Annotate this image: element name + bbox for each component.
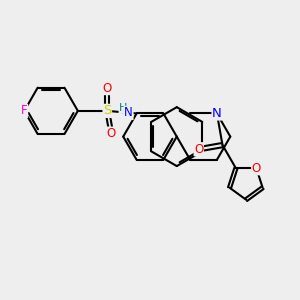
Text: O: O xyxy=(252,162,261,175)
Text: N: N xyxy=(212,107,222,120)
Text: O: O xyxy=(103,82,112,94)
Text: N: N xyxy=(124,106,133,119)
Text: O: O xyxy=(107,127,116,140)
Text: O: O xyxy=(194,143,203,156)
Text: F: F xyxy=(21,104,28,117)
Text: S: S xyxy=(103,104,112,117)
Text: H: H xyxy=(119,103,128,113)
